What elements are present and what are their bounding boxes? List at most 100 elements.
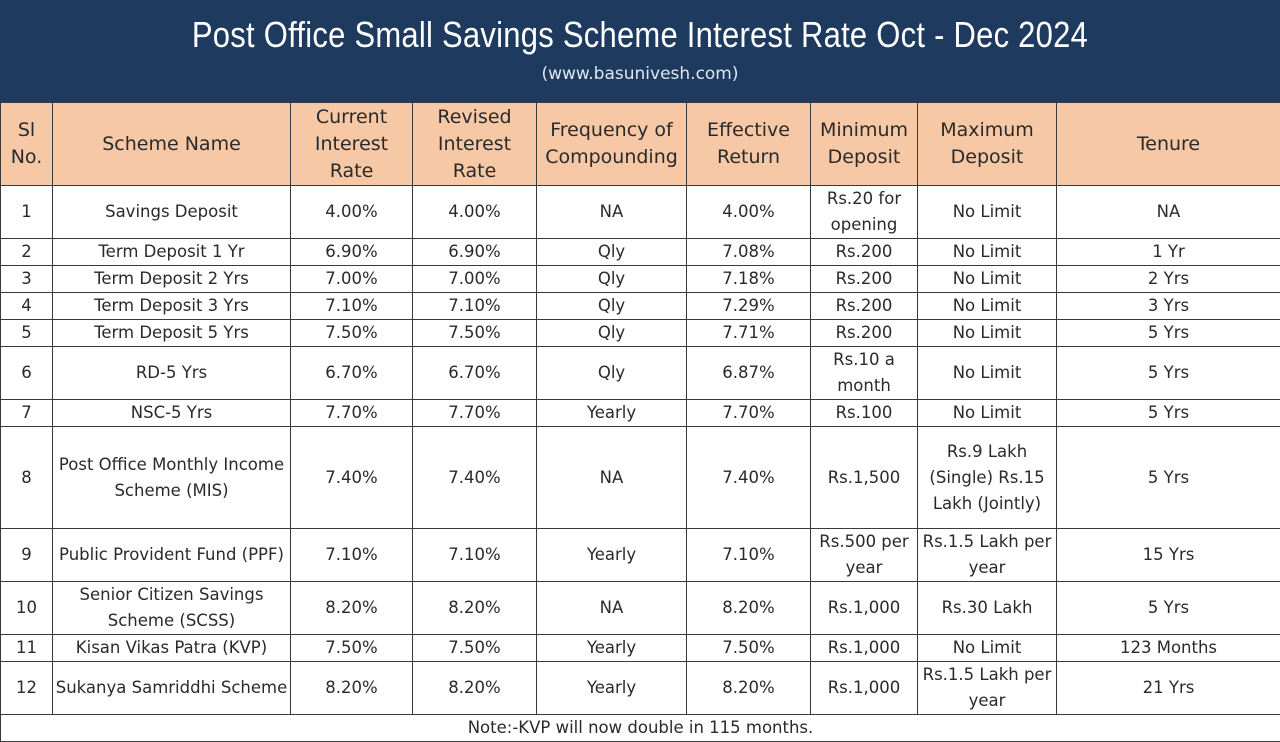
- cell-tenure: 5 Yrs: [1057, 582, 1280, 635]
- table-row: 9 Public Provident Fund (PPF) 7.10% 7.10…: [1, 529, 1280, 582]
- cell-scheme: Savings Deposit: [53, 186, 291, 239]
- cell-scheme: Senior Citizen Savings Scheme (SCSS): [53, 582, 291, 635]
- cell-scheme: Term Deposit 2 Yrs: [53, 266, 291, 293]
- cell-revised-rate: 7.40%: [413, 427, 537, 529]
- table-row: 7 NSC-5 Yrs 7.70% 7.70% Yearly 7.70% Rs.…: [1, 400, 1280, 427]
- cell-current-rate: 7.10%: [291, 529, 413, 582]
- cell-scheme: Kisan Vikas Patra (KVP): [53, 635, 291, 662]
- cell-current-rate: 8.20%: [291, 662, 413, 715]
- table-header-row: Sl No. Scheme Name Current Interest Rate…: [1, 103, 1280, 186]
- cell-sl: 8: [1, 427, 53, 529]
- cell-current-rate: 7.50%: [291, 635, 413, 662]
- page-title: Post Office Small Savings Scheme Interes…: [90, 14, 1191, 56]
- cell-revised-rate: 6.70%: [413, 347, 537, 400]
- table-row: 1 Savings Deposit 4.00% 4.00% NA 4.00% R…: [1, 186, 1280, 239]
- cell-scheme: Post Office Monthly Income Scheme (MIS): [53, 427, 291, 529]
- cell-tenure: 123 Months: [1057, 635, 1280, 662]
- cell-max-deposit: Rs.1.5 Lakh per year: [918, 662, 1057, 715]
- table-row: 8 Post Office Monthly Income Scheme (MIS…: [1, 427, 1280, 529]
- cell-effective-return: 7.71%: [687, 320, 811, 347]
- cell-effective-return: 7.40%: [687, 427, 811, 529]
- cell-frequency: Qly: [537, 266, 687, 293]
- table-row: 11 Kisan Vikas Patra (KVP) 7.50% 7.50% Y…: [1, 635, 1280, 662]
- cell-effective-return: 6.87%: [687, 347, 811, 400]
- cell-current-rate: 7.10%: [291, 293, 413, 320]
- cell-min-deposit: Rs.100: [811, 400, 918, 427]
- cell-frequency: Qly: [537, 320, 687, 347]
- table-note: Note:-KVP will now double in 115 months.: [1, 715, 1280, 742]
- cell-effective-return: 8.20%: [687, 662, 811, 715]
- cell-sl: 12: [1, 662, 53, 715]
- cell-min-deposit: Rs.1,000: [811, 582, 918, 635]
- cell-max-deposit: Rs.1.5 Lakh per year: [918, 529, 1057, 582]
- cell-tenure: 2 Yrs: [1057, 266, 1280, 293]
- cell-frequency: Yearly: [537, 529, 687, 582]
- cell-frequency: Yearly: [537, 662, 687, 715]
- cell-sl: 1: [1, 186, 53, 239]
- column-header: Frequency of Compounding: [537, 103, 687, 186]
- cell-max-deposit: No Limit: [918, 266, 1057, 293]
- column-header: Current Interest Rate: [291, 103, 413, 186]
- cell-frequency: Yearly: [537, 400, 687, 427]
- cell-tenure: NA: [1057, 186, 1280, 239]
- cell-scheme: Public Provident Fund (PPF): [53, 529, 291, 582]
- cell-sl: 11: [1, 635, 53, 662]
- cell-max-deposit: Rs.9 Lakh (Single) Rs.15 Lakh (Jointly): [918, 427, 1057, 529]
- cell-frequency: NA: [537, 427, 687, 529]
- cell-scheme: RD-5 Yrs: [53, 347, 291, 400]
- cell-min-deposit: Rs.1,500: [811, 427, 918, 529]
- cell-tenure: 15 Yrs: [1057, 529, 1280, 582]
- cell-tenure: 3 Yrs: [1057, 293, 1280, 320]
- cell-frequency: NA: [537, 186, 687, 239]
- cell-sl: 10: [1, 582, 53, 635]
- table-row: 2 Term Deposit 1 Yr 6.90% 6.90% Qly 7.08…: [1, 239, 1280, 266]
- cell-tenure: 5 Yrs: [1057, 427, 1280, 529]
- cell-sl: 6: [1, 347, 53, 400]
- cell-revised-rate: 6.90%: [413, 239, 537, 266]
- cell-current-rate: 7.00%: [291, 266, 413, 293]
- cell-min-deposit: Rs.1,000: [811, 635, 918, 662]
- cell-sl: 4: [1, 293, 53, 320]
- cell-max-deposit: No Limit: [918, 239, 1057, 266]
- cell-min-deposit: Rs.200: [811, 320, 918, 347]
- cell-revised-rate: 8.20%: [413, 662, 537, 715]
- cell-revised-rate: 8.20%: [413, 582, 537, 635]
- cell-max-deposit: Rs.30 Lakh: [918, 582, 1057, 635]
- cell-max-deposit: No Limit: [918, 293, 1057, 320]
- cell-sl: 7: [1, 400, 53, 427]
- column-header: Sl No.: [1, 103, 53, 186]
- cell-scheme: Term Deposit 3 Yrs: [53, 293, 291, 320]
- table-row: 6 RD-5 Yrs 6.70% 6.70% Qly 6.87% Rs.10 a…: [1, 347, 1280, 400]
- cell-min-deposit: Rs.500 per year: [811, 529, 918, 582]
- cell-effective-return: 7.18%: [687, 266, 811, 293]
- cell-revised-rate: 7.50%: [413, 635, 537, 662]
- cell-revised-rate: 7.00%: [413, 266, 537, 293]
- cell-max-deposit: No Limit: [918, 186, 1057, 239]
- note-row: Note:-KVP will now double in 115 months.: [1, 715, 1280, 742]
- cell-current-rate: 7.70%: [291, 400, 413, 427]
- cell-max-deposit: No Limit: [918, 320, 1057, 347]
- cell-effective-return: 8.20%: [687, 582, 811, 635]
- cell-sl: 5: [1, 320, 53, 347]
- cell-frequency: Qly: [537, 293, 687, 320]
- cell-revised-rate: 7.10%: [413, 293, 537, 320]
- cell-current-rate: 4.00%: [291, 186, 413, 239]
- table-row: 4 Term Deposit 3 Yrs 7.10% 7.10% Qly 7.2…: [1, 293, 1280, 320]
- cell-sl: 3: [1, 266, 53, 293]
- cell-min-deposit: Rs.200: [811, 293, 918, 320]
- cell-min-deposit: Rs.200: [811, 266, 918, 293]
- cell-min-deposit: Rs.20 for opening: [811, 186, 918, 239]
- cell-revised-rate: 4.00%: [413, 186, 537, 239]
- cell-current-rate: 8.20%: [291, 582, 413, 635]
- cell-scheme: Sukanya Samriddhi Scheme: [53, 662, 291, 715]
- cell-revised-rate: 7.70%: [413, 400, 537, 427]
- page-subtitle: (www.basunivesh.com): [0, 64, 1280, 84]
- cell-effective-return: 4.00%: [687, 186, 811, 239]
- table-row: 10 Senior Citizen Savings Scheme (SCSS) …: [1, 582, 1280, 635]
- cell-max-deposit: No Limit: [918, 635, 1057, 662]
- cell-effective-return: 7.50%: [687, 635, 811, 662]
- cell-max-deposit: No Limit: [918, 400, 1057, 427]
- cell-tenure: 1 Yr: [1057, 239, 1280, 266]
- cell-scheme: Term Deposit 5 Yrs: [53, 320, 291, 347]
- cell-tenure: 5 Yrs: [1057, 320, 1280, 347]
